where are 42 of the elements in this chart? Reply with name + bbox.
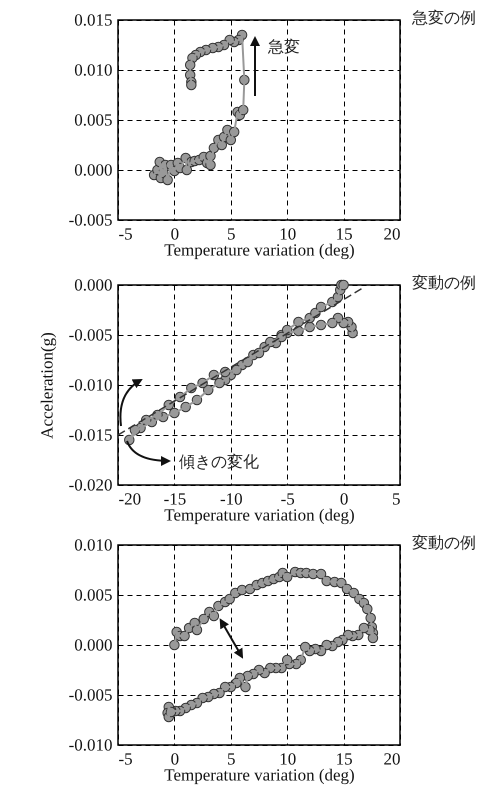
x-tick-label: -20 [118,490,142,508]
annotation: 急変 [268,37,300,58]
y-axis-title: Acceleration(g) [38,332,57,439]
x-axis-title: Temperature variation (deg) [164,766,355,784]
y-tick-label: 0.010 [74,60,112,80]
y-tick-label: 0.010 [74,536,112,554]
x-tick-label: -10 [220,490,243,508]
x-tick-label: 0 [340,490,348,508]
text: 急変の例 [412,8,476,29]
x-axis-title: Temperature variation (deg) [164,240,355,260]
x-tick-label: -5 [280,490,295,508]
x-tick-label: 15 [336,750,353,768]
y-tick-label: -0.010 [68,736,112,754]
x-tick-label: 15 [336,224,353,244]
x-tick-label: 5 [227,750,236,768]
y-tick-label: 0.005 [74,586,112,604]
y-tick-label: -0.005 [68,326,112,344]
x-axis-title: Temperature variation (deg) [164,506,355,524]
y-tick-label: 0.000 [74,276,112,294]
y-tick-label: 0.005 [74,110,112,130]
text: 変動の例 [412,273,476,294]
y-tick-label: -0.020 [68,476,112,494]
x-tick-label: 20 [384,224,400,244]
text: 変動の例 [412,533,476,554]
x-tick-label: -5 [118,224,133,244]
x-tick-label: -15 [164,490,186,508]
y-tick-label: -0.005 [68,210,112,230]
x-tick-label: 0 [170,750,180,768]
y-tick-label: 0.000 [74,636,112,654]
x-tick-label: 10 [279,750,296,768]
y-tick-label: -0.005 [68,686,112,704]
y-tick-label: 0.000 [74,160,112,180]
x-tick-label: 10 [279,224,296,244]
x-tick-label: 5 [392,490,400,508]
y-tick-label: -0.015 [68,426,112,444]
x-tick-label: 20 [384,750,400,768]
y-tick-label: 0.015 [74,10,112,30]
x-tick-label: -5 [118,750,133,768]
y-tick-label: -0.010 [68,376,112,394]
x-tick-label: 0 [170,224,180,244]
annotation: 傾きの変化 [179,452,259,473]
x-tick-label: 5 [227,224,236,244]
